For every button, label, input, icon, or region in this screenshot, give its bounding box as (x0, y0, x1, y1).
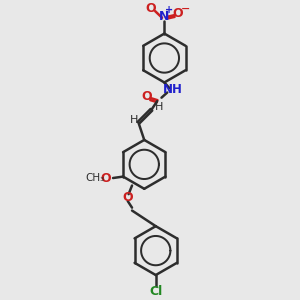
Text: Cl: Cl (149, 285, 162, 298)
Text: O: O (122, 191, 133, 204)
Text: H: H (130, 115, 138, 125)
Text: O: O (146, 2, 157, 15)
Text: O: O (141, 90, 152, 103)
Text: +: + (166, 5, 174, 15)
Text: CH₃: CH₃ (85, 173, 105, 183)
Text: −: − (181, 4, 190, 14)
Text: H: H (155, 103, 164, 112)
Text: O: O (100, 172, 111, 184)
Text: N: N (159, 10, 170, 23)
Text: O: O (173, 7, 184, 20)
Text: NH: NH (163, 83, 183, 96)
